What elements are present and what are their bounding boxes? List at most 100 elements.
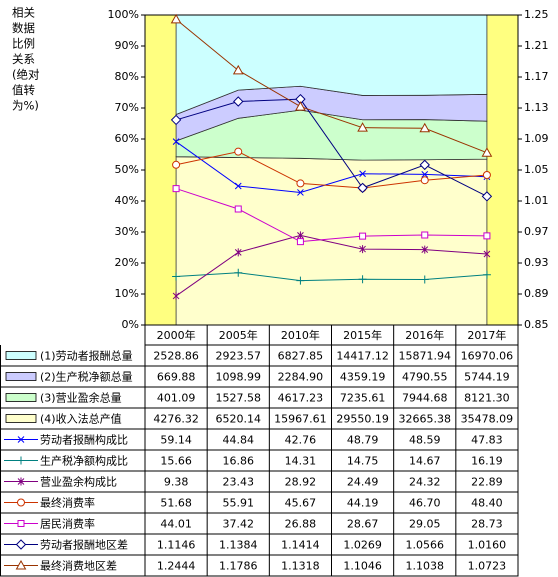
y2-tick-label: 0.85 [524,318,549,331]
marker [420,275,429,284]
table-value: 2284.90 [278,371,324,384]
table-value: 9.38 [164,476,189,489]
marker [421,231,429,239]
line [175,98,488,197]
legend-label: 劳动者报酬构成比 [40,433,128,447]
x-tick-label: 2005年 [219,328,258,342]
marker [234,268,243,277]
table-value: 4359.19 [340,371,386,384]
y2-tick-label: 1.21 [524,39,549,52]
table-value: 48.79 [347,434,379,447]
y-tick-label: 90% [115,39,139,52]
marker [170,114,182,126]
table-value: 55.91 [223,497,255,510]
table-value: 15871.94 [399,350,452,363]
marker [419,159,430,171]
y2-tick-label: 1.05 [524,163,549,176]
table-value: 4617.23 [278,392,324,405]
marker [296,238,304,246]
legend-key [5,372,37,381]
marker [17,498,25,507]
table-value: 1.2444 [157,560,196,573]
table-value: 24.49 [347,476,379,489]
legend-label: 生产税净额构成比 [40,454,128,468]
table-value: 23.43 [223,476,255,489]
y-tick-label: 0% [122,318,139,331]
legend-label: 最终消费率 [40,496,95,510]
marker [357,122,368,132]
table-value: 15967.61 [274,413,327,426]
table-value: 48.59 [409,434,441,447]
marker [297,231,304,240]
x-tick-label: 2016年 [405,328,444,342]
marker [17,456,25,465]
marker [233,96,244,107]
table-value: 1.0566 [406,539,445,552]
table-value: 32665.38 [399,413,452,426]
y-axis-title: 关系 [12,52,35,66]
marker [15,539,27,550]
legend-label: (1)劳动者报酬总量 [40,349,133,363]
marker [358,275,367,284]
table-value: 37.42 [223,518,255,531]
table-value: 45.67 [285,497,317,510]
marker [357,182,368,194]
line [176,272,487,282]
marker [481,147,493,157]
y-axis-title: 为%) [12,99,39,113]
table-value: 1.1038 [406,560,445,573]
table-value: 48.40 [471,497,503,510]
y-tick-label: 30% [115,225,139,238]
x-tick-label: 2010年 [281,328,320,342]
table-value: 1.1414 [281,539,320,552]
table-value: 1.1046 [343,560,382,573]
table-value: 15.66 [160,455,192,468]
table-value: 1.0723 [468,560,507,573]
table-value: 4790.55 [402,371,448,384]
marker [482,270,491,279]
y-tick-label: 100% [108,8,139,21]
y-tick-label: 80% [115,70,139,83]
y2-tick-label: 1.13 [524,101,549,114]
y2-tick-label: 1.09 [524,132,549,145]
marker [172,185,180,193]
y2-tick-label: 1.01 [524,194,549,207]
y-tick-label: 60% [115,132,139,145]
y-axis-title: 数据 [12,21,35,35]
table-value: 4276.32 [153,413,199,426]
y-axis-title: (绝对 [12,68,40,82]
table-value: 28.92 [285,476,317,489]
marker [481,191,493,202]
marker [295,101,306,111]
table-value: 6520.14 [216,413,262,426]
table-value: 35478.09 [461,413,514,426]
marker [234,205,242,213]
marker [17,436,25,443]
y-tick-label: 70% [115,101,139,114]
marker [17,477,25,486]
marker [234,147,243,156]
table-value: 44.19 [347,497,379,510]
table-value: 59.14 [160,434,192,447]
marker [15,559,27,570]
y2-tick-label: 0.89 [524,287,549,300]
y2-tick-label: 0.93 [524,256,549,269]
marker [172,291,180,300]
x-tick-label: 2000年 [157,328,196,342]
marker [359,170,366,178]
marker [234,182,242,190]
table-value: 1.1146 [157,539,196,552]
table-value: 1527.58 [216,392,262,405]
table-value: 2528.86 [153,350,199,363]
table-value: 22.89 [471,476,503,489]
table-value: 7235.61 [340,392,386,405]
marker [296,179,305,188]
marker [297,189,304,196]
table-value: 14.31 [285,455,317,468]
table-value: 5744.19 [464,371,510,384]
marker [172,160,181,169]
table-value: 47.83 [471,434,503,447]
y-axis-title: 相关 [12,6,35,20]
table-value: 1.0269 [343,539,382,552]
table-value: 29.05 [409,518,441,531]
